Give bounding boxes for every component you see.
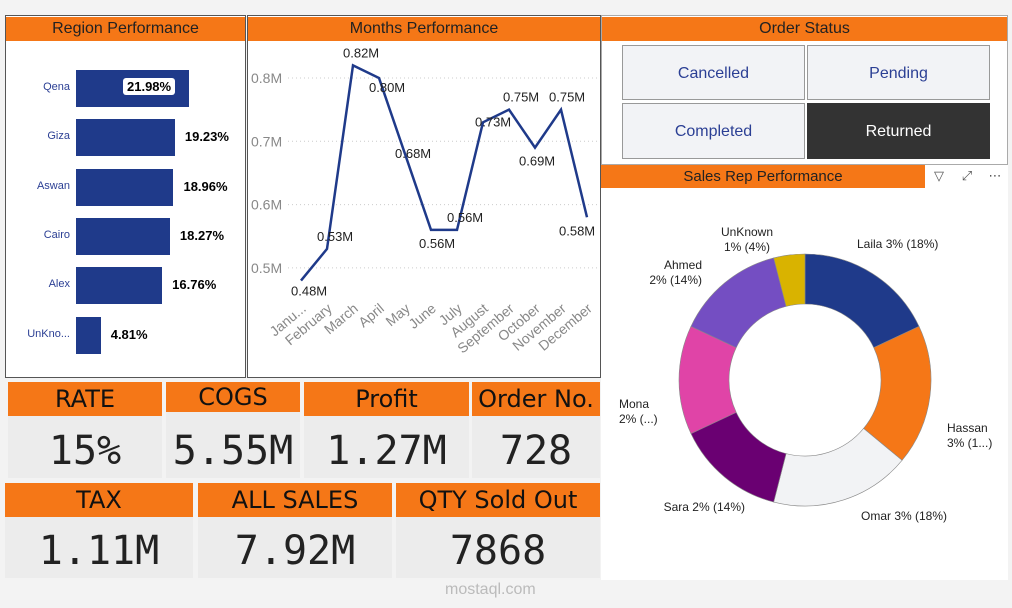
data-label: 0.80M — [369, 80, 405, 95]
focus-mode-icon[interactable]: ⤢ — [955, 165, 979, 189]
slice-label-omar: Omar 3% (18%) — [861, 509, 948, 523]
region-label: Aswan — [36, 179, 70, 192]
region-value: 18.96% — [183, 178, 228, 194]
region-label: UnKno... — [27, 327, 70, 340]
kpi-label: QTY Sold Out — [396, 483, 600, 517]
data-label: 0.56M — [447, 210, 483, 225]
region-bar[interactable] — [76, 168, 174, 206]
kpi-qty-sold-out: QTY Sold Out 7868 — [396, 483, 600, 578]
x-tick-label: June — [405, 300, 439, 332]
watermark: mostaql.com — [445, 581, 536, 598]
order-status-title: Order Status — [602, 17, 1007, 41]
data-label: 0.73M — [475, 114, 511, 129]
kpi-value: 7868 — [449, 528, 547, 574]
more-options-icon[interactable]: ⋯ — [983, 165, 1007, 189]
filter-icon[interactable]: ▽ — [927, 165, 951, 189]
completed-button[interactable]: Completed — [622, 103, 805, 159]
kpi-all-sales: ALL SALES 7.92M — [198, 483, 392, 578]
months-performance-panel[interactable]: Months Performance 0.8M 0.7M 0.6M 0.5M 0.48M… — [247, 15, 601, 378]
region-bar[interactable] — [76, 316, 101, 354]
y-tick-label: 0.5M — [251, 260, 282, 276]
data-label: 0.68M — [395, 146, 431, 161]
kpi-value: 5.55M — [172, 428, 294, 474]
slice-label-ahmed: Ahmed 2% (14%) — [649, 258, 702, 287]
region-value: 21.98% — [123, 78, 176, 95]
sales-rep-title: Sales Rep Performance — [601, 165, 925, 188]
slice-label-unknown: UnKnown 1% (4%) — [720, 225, 773, 254]
data-label: 0.75M — [549, 90, 585, 105]
months-line-chart: 0.8M0.7M0.6M0.5M0.48MJanu...0.53MFebruar… — [251, 45, 598, 356]
y-tick-label: 0.7M — [251, 133, 282, 149]
y-tick-label: 0.8M — [251, 70, 282, 86]
region-value: 4.81% — [110, 326, 148, 342]
region-value: 19.23% — [184, 129, 229, 145]
kpi-label: RATE — [8, 382, 162, 416]
kpi-tax: TAX 1.11M — [5, 483, 193, 578]
kpi-order-no: Order No. 728 — [472, 382, 600, 478]
returned-button[interactable]: Returned — [807, 103, 990, 159]
data-label: 0.82M — [343, 45, 379, 60]
cancelled-button[interactable]: Cancelled — [622, 45, 805, 100]
kpi-value: 15% — [48, 428, 122, 474]
data-label: 0.56M — [419, 236, 455, 251]
x-tick-label: April — [355, 300, 387, 330]
kpi-label: TAX — [5, 483, 193, 517]
region-label: Giza — [47, 130, 70, 143]
line-series[interactable] — [300, 63, 589, 282]
region-performance-panel[interactable]: Region Performance Qena 21.98% Giza 19.23… — [5, 15, 246, 378]
data-label: 0.69M — [519, 154, 555, 169]
slice-label-mona: Mona 2% (...) — [619, 397, 658, 426]
sales-rep-donut-chart — [678, 253, 932, 507]
region-value: 16.76% — [172, 277, 217, 293]
kpi-profit: Profit 1.27M — [304, 382, 469, 478]
data-label: 0.53M — [317, 229, 353, 244]
kpi-label: ALL SALES — [198, 483, 392, 517]
data-label: 0.58M — [559, 223, 595, 238]
data-label: 0.48M — [291, 284, 327, 299]
region-label: Cairo — [43, 228, 70, 241]
kpi-label: COGS — [166, 382, 300, 412]
region-bar[interactable] — [76, 217, 170, 255]
slice-label-hassan: Hassan 3% (1...) — [947, 421, 993, 450]
kpi-label: Order No. — [472, 382, 600, 416]
data-label: 0.75M — [503, 90, 539, 105]
kpi-rate: RATE 15% — [8, 382, 162, 478]
sales-rep-panel[interactable]: Sales Rep Performance ▽ ⤢ ⋯ Laila 3% (18… — [601, 165, 1008, 580]
order-status-panel: Order Status Cancelled Pending Completed… — [601, 15, 1008, 165]
kpi-value: 1.11M — [38, 528, 160, 574]
kpi-value: 1.27M — [326, 428, 447, 474]
y-tick-label: 0.6M — [251, 197, 282, 213]
region-bar[interactable] — [76, 267, 163, 305]
region-label: Qena — [43, 81, 70, 93]
region-bar[interactable] — [76, 119, 175, 157]
x-tick-label: May — [382, 300, 413, 329]
kpi-cogs: COGS 5.55M — [166, 382, 300, 478]
slice-label-laila: Laila 3% (18%) — [857, 237, 939, 251]
region-label: Alex — [48, 278, 70, 291]
kpi-value: 7.92M — [234, 528, 356, 574]
months-performance-title: Months Performance — [248, 17, 600, 41]
kpi-value: 728 — [499, 428, 573, 474]
pending-button[interactable]: Pending — [807, 45, 990, 100]
donut-slice-unknown[interactable] — [773, 253, 806, 307]
kpi-label: Profit — [304, 382, 469, 416]
donut-slice-laila[interactable] — [804, 253, 920, 349]
region-performance-title: Region Performance — [6, 17, 245, 41]
slice-label-sara: Sara 2% (14%) — [663, 500, 745, 514]
region-value: 18.27% — [179, 227, 225, 243]
